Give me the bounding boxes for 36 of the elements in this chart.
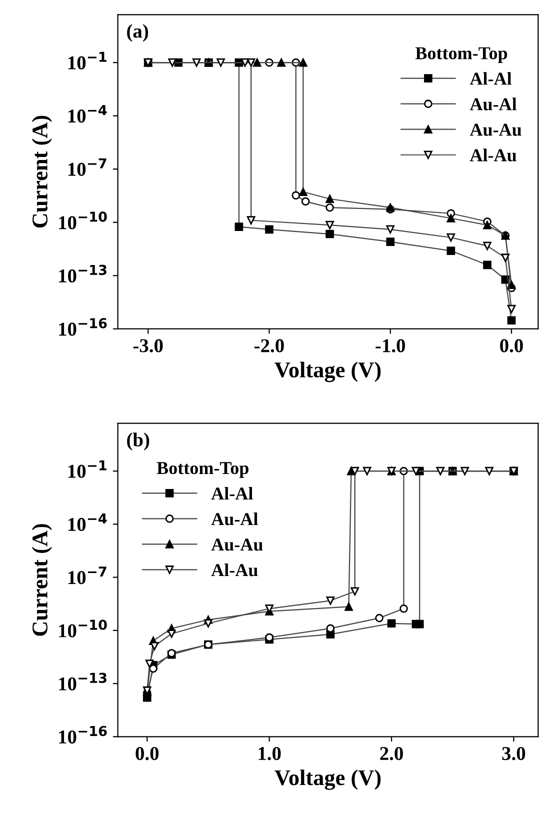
y-tick-label: 10$^{−1}$ bbox=[68, 52, 106, 70]
y-tick-label: 10$^{−10}$ bbox=[59, 212, 107, 230]
y-tick-label: 10$^{−1}$ bbox=[68, 460, 106, 478]
x-tick-label: 0.0 bbox=[136, 746, 159, 760]
y-tick-label: 10$^{−7}$ bbox=[68, 158, 106, 176]
legend-label: Au-Au bbox=[470, 124, 522, 136]
y-tick-label: 10$^{−4}$ bbox=[68, 513, 107, 532]
annotation: (b) bbox=[127, 432, 150, 450]
legend-label: Au-Au bbox=[211, 538, 263, 551]
legend-label: Al-Au bbox=[470, 148, 516, 162]
x-tick-label: 3.0 bbox=[502, 746, 526, 760]
y-tick-label: 10$^{−7}$ bbox=[68, 566, 106, 584]
y-tick-label: 10$^{−13}$ bbox=[59, 264, 106, 283]
annotation: (a) bbox=[127, 24, 148, 42]
y-tick-label: 10$^{−10}$ bbox=[59, 620, 107, 638]
x-tick-label: -1.0 bbox=[376, 339, 406, 352]
x-tick-label: -3.0 bbox=[133, 339, 163, 352]
x-tick-label: 2.0 bbox=[380, 746, 403, 760]
legend-label: Al-Au bbox=[211, 564, 258, 576]
legend-label: Al-Al bbox=[211, 486, 253, 500]
y-tick-label: 10$^{−16}$ bbox=[59, 318, 107, 336]
y-tick-label: 10$^{−13}$ bbox=[59, 672, 106, 690]
x-tick-label: 1.0 bbox=[258, 746, 281, 760]
x-tick-label: -2.0 bbox=[254, 339, 284, 352]
legend-title: Bottom-Top bbox=[156, 462, 248, 478]
x-axis-title: Voltage (V) bbox=[274, 362, 381, 382]
y-axis-title: Current (A) bbox=[32, 116, 52, 228]
x-axis-title: Voltage (V) bbox=[274, 770, 381, 790]
legend-label: Al-Al bbox=[470, 72, 512, 85]
x-tick-label: 0.0 bbox=[500, 339, 523, 352]
legend-title: Bottom-Top bbox=[415, 47, 508, 63]
legend-label: Au-Al bbox=[470, 98, 517, 110]
legend-label: Au-Al bbox=[211, 512, 258, 526]
y-axis-title: Current (A) bbox=[32, 524, 52, 636]
y-tick-label: 10$^{−16}$ bbox=[59, 726, 107, 744]
y-tick-label: 10$^{−4}$ bbox=[68, 105, 107, 123]
